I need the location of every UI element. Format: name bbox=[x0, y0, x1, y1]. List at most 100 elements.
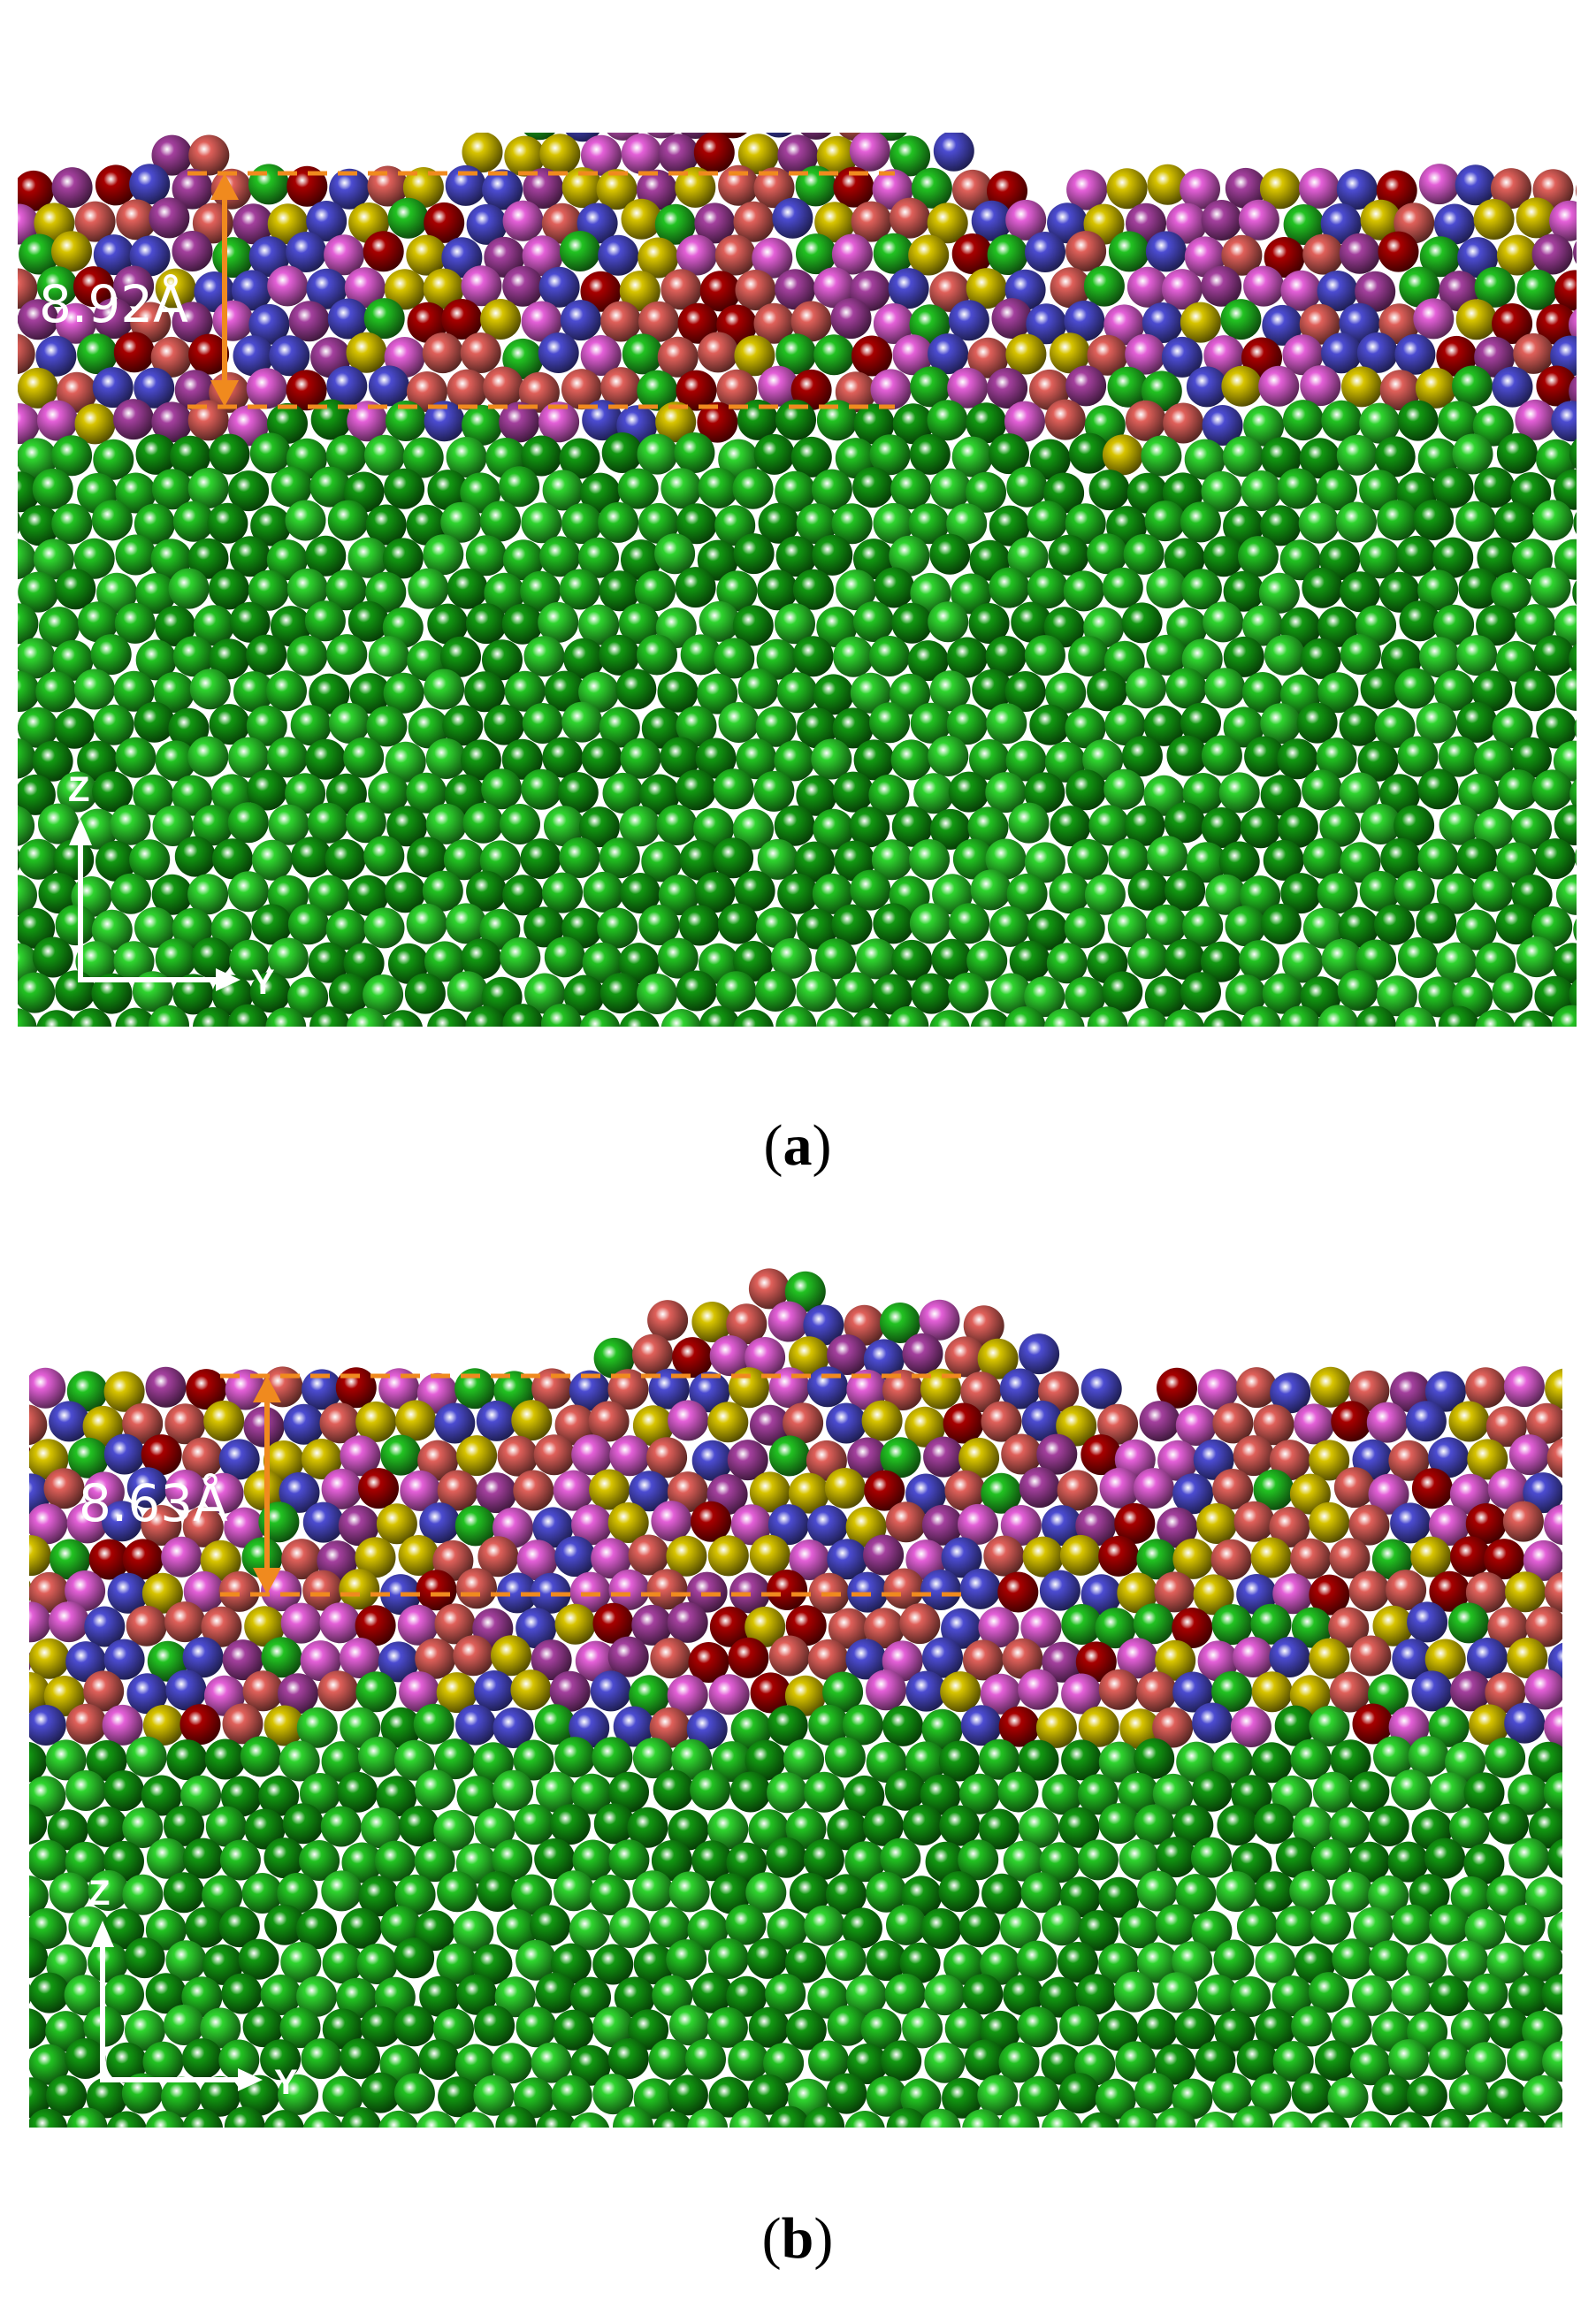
atom bbox=[1056, 1405, 1097, 1447]
atom bbox=[1025, 232, 1065, 272]
atom bbox=[1258, 572, 1300, 614]
atom bbox=[816, 1008, 857, 1027]
atom bbox=[1126, 266, 1168, 308]
atom bbox=[698, 332, 739, 373]
atom bbox=[657, 336, 699, 378]
atom bbox=[1081, 1574, 1122, 1616]
atom bbox=[931, 938, 973, 980]
atom bbox=[542, 470, 584, 511]
atom bbox=[18, 921, 19, 934]
atom bbox=[541, 1004, 582, 1027]
atom bbox=[103, 1639, 145, 1680]
atom bbox=[29, 1715, 32, 1732]
atom bbox=[113, 399, 154, 440]
atom bbox=[200, 2007, 241, 2049]
atom bbox=[29, 2044, 70, 2085]
atom bbox=[1387, 1841, 1429, 1883]
atom bbox=[1212, 1469, 1254, 1509]
atom bbox=[930, 468, 972, 509]
atom bbox=[964, 2039, 1005, 2081]
atom bbox=[18, 403, 40, 445]
atom bbox=[1019, 1467, 1060, 1509]
atom bbox=[1045, 741, 1086, 783]
atom bbox=[928, 333, 969, 375]
atom bbox=[1290, 1538, 1332, 1579]
atom bbox=[1291, 2006, 1333, 2047]
atom bbox=[561, 701, 603, 743]
atom bbox=[946, 704, 988, 745]
atom bbox=[301, 2038, 342, 2080]
atom bbox=[1018, 1669, 1059, 1710]
atom bbox=[141, 1505, 182, 1546]
atom bbox=[1392, 1904, 1433, 1945]
atom bbox=[302, 1570, 344, 1611]
atom bbox=[1465, 1571, 1507, 1613]
atom bbox=[1042, 2109, 1082, 2128]
atom bbox=[637, 974, 677, 1014]
atom bbox=[788, 1336, 829, 1378]
atom bbox=[783, 1402, 824, 1444]
atom bbox=[598, 501, 639, 543]
atom bbox=[18, 333, 35, 375]
caption-paren: ) bbox=[813, 2206, 833, 2271]
atom bbox=[924, 1975, 966, 2016]
atom bbox=[1205, 874, 1247, 915]
atom bbox=[306, 201, 347, 241]
atom bbox=[1573, 241, 1577, 264]
atom bbox=[1155, 1837, 1196, 1878]
atom bbox=[860, 2008, 902, 2050]
caption-paren: ( bbox=[762, 2206, 782, 2271]
atom bbox=[222, 1703, 263, 1745]
atom bbox=[1282, 334, 1324, 376]
atom bbox=[1505, 1571, 1546, 1613]
atom bbox=[51, 503, 93, 545]
atom bbox=[355, 1401, 397, 1442]
atom bbox=[456, 1776, 498, 1817]
atom bbox=[1448, 1401, 1490, 1442]
atom bbox=[301, 1439, 342, 1479]
atom bbox=[1485, 1672, 1526, 1714]
atom bbox=[1525, 1606, 1562, 1647]
atom bbox=[77, 740, 118, 782]
atom bbox=[1275, 1837, 1317, 1878]
atom bbox=[150, 336, 192, 378]
caption-paren: ) bbox=[813, 1113, 832, 1178]
atom bbox=[825, 1940, 867, 1981]
atom bbox=[1253, 1803, 1294, 1845]
atom bbox=[496, 1572, 538, 1614]
atom bbox=[774, 805, 815, 846]
atom bbox=[229, 536, 271, 577]
atom bbox=[29, 1858, 30, 1868]
arrow-head bbox=[216, 968, 241, 991]
atom bbox=[438, 2076, 479, 2118]
atom bbox=[393, 1739, 435, 1781]
atom bbox=[767, 1772, 808, 1814]
atom bbox=[1107, 366, 1149, 408]
atom bbox=[151, 469, 193, 510]
atom bbox=[1523, 1472, 1562, 1514]
atom bbox=[746, 1937, 788, 1979]
atom bbox=[227, 1004, 269, 1027]
panel-a-annotations: 8.92Å Z Y bbox=[39, 171, 895, 1002]
atom bbox=[134, 701, 175, 743]
atom bbox=[325, 434, 367, 476]
atom bbox=[1475, 1009, 1516, 1027]
atom bbox=[559, 837, 600, 878]
atom bbox=[460, 332, 501, 373]
atom bbox=[675, 567, 716, 608]
atom bbox=[413, 1703, 454, 1745]
atom bbox=[18, 671, 41, 712]
atom bbox=[1320, 203, 1362, 244]
atom bbox=[908, 503, 950, 545]
atom bbox=[317, 1670, 359, 1712]
atom bbox=[1516, 936, 1557, 978]
atom bbox=[909, 433, 951, 475]
atom bbox=[948, 972, 989, 1013]
atom bbox=[1035, 1707, 1077, 1748]
atom bbox=[504, 670, 546, 712]
atom bbox=[172, 636, 214, 677]
atom bbox=[1331, 1401, 1372, 1442]
atom bbox=[474, 2005, 515, 2046]
atom bbox=[1317, 271, 1358, 311]
